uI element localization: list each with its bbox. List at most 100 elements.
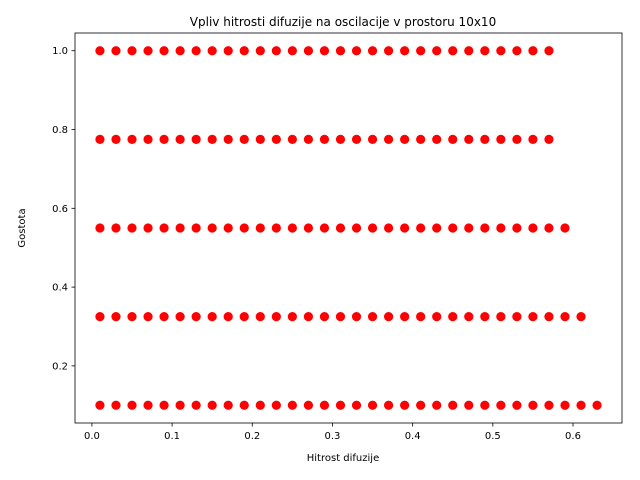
data-point	[416, 312, 426, 322]
data-point	[239, 223, 249, 233]
data-point	[303, 46, 314, 56]
data-point	[528, 400, 538, 410]
data-point	[319, 46, 330, 56]
data-point	[544, 134, 554, 144]
data-point	[159, 223, 169, 233]
data-point	[287, 312, 297, 322]
data-point	[335, 400, 346, 410]
y-tick-label: 0.8	[52, 125, 68, 136]
data-point	[367, 223, 378, 233]
data-point	[191, 400, 201, 410]
data-point	[496, 223, 506, 233]
data-point	[143, 46, 153, 56]
data-point	[383, 46, 394, 56]
data-points	[95, 46, 602, 410]
data-point	[432, 312, 442, 322]
data-point	[400, 400, 410, 410]
data-point	[303, 312, 314, 322]
x-tick-label: 0.2	[244, 431, 260, 442]
data-point	[319, 223, 330, 233]
data-point	[383, 400, 394, 410]
data-point	[255, 46, 265, 56]
y-tick-label: 0.4	[52, 283, 68, 294]
data-point	[239, 134, 249, 144]
data-point	[512, 400, 522, 410]
chart-title: Vpliv hitrosti difuzije na oscilacije v …	[190, 15, 496, 29]
data-point	[464, 223, 474, 233]
data-point	[400, 223, 410, 233]
data-point	[400, 312, 410, 322]
data-point	[480, 134, 490, 144]
data-point	[143, 312, 153, 322]
y-tick-label: 1.0	[52, 46, 68, 57]
data-point	[191, 312, 201, 322]
data-point	[143, 400, 153, 410]
data-point	[400, 46, 410, 56]
x-axis-ticks: 0.0 0.1 0.2 0.3 0.4 0.5 0.6	[84, 423, 581, 442]
data-point	[367, 134, 378, 144]
data-point	[432, 46, 442, 56]
data-point	[480, 46, 490, 56]
data-point	[287, 223, 297, 233]
data-point	[159, 312, 169, 322]
data-point	[528, 46, 538, 56]
data-point	[175, 312, 185, 322]
plot-area-frame	[74, 32, 623, 424]
data-point	[95, 134, 105, 144]
data-point	[127, 223, 137, 233]
data-point	[207, 223, 217, 233]
x-tick-label: 0.0	[84, 431, 100, 442]
data-point	[351, 400, 362, 410]
data-point	[159, 400, 169, 410]
data-point	[175, 46, 185, 56]
data-point	[335, 134, 346, 144]
data-point	[464, 400, 474, 410]
data-point	[400, 134, 410, 144]
data-point	[560, 223, 570, 233]
data-point	[127, 134, 137, 144]
data-point	[448, 46, 458, 56]
data-point	[127, 400, 137, 410]
x-tick-label: 0.4	[405, 431, 421, 442]
data-point	[271, 223, 281, 233]
y-axis-ticks: 0.2 0.4 0.6 0.8 1.0	[52, 46, 75, 372]
x-tick-label: 0.6	[565, 431, 581, 442]
data-point	[464, 312, 474, 322]
data-point	[111, 134, 121, 144]
data-point	[287, 134, 297, 144]
x-tick-label: 0.3	[325, 431, 341, 442]
data-point	[191, 134, 201, 144]
data-point	[95, 400, 105, 410]
data-point	[255, 312, 265, 322]
data-point	[480, 223, 490, 233]
data-point	[271, 312, 281, 322]
data-point	[432, 134, 442, 144]
data-point	[432, 400, 442, 410]
data-point	[175, 134, 185, 144]
data-point	[271, 134, 281, 144]
data-point	[464, 46, 474, 56]
data-point	[560, 312, 570, 322]
data-point	[528, 312, 538, 322]
data-point	[512, 46, 522, 56]
data-point	[448, 312, 458, 322]
data-point	[383, 223, 394, 233]
data-point	[223, 46, 233, 56]
data-point	[111, 400, 121, 410]
data-point	[319, 312, 330, 322]
data-point	[383, 312, 394, 322]
data-point	[367, 46, 378, 56]
data-point	[207, 46, 217, 56]
data-point	[464, 134, 474, 144]
x-axis-label: Hitrost difuzije	[307, 453, 379, 464]
data-point	[383, 134, 394, 144]
data-point	[143, 134, 153, 144]
data-point	[544, 400, 554, 410]
data-point	[191, 46, 201, 56]
data-point	[207, 312, 217, 322]
data-point	[416, 134, 426, 144]
data-point	[303, 400, 314, 410]
data-point	[223, 312, 233, 322]
x-tick-label: 0.1	[164, 431, 180, 442]
